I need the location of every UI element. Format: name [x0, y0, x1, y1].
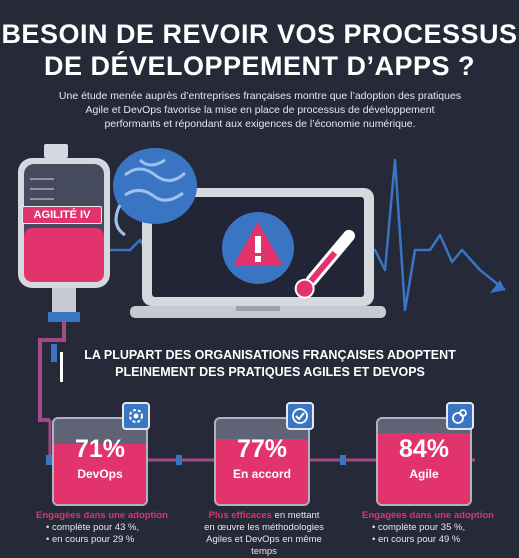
stat-label: En accord	[232, 467, 292, 481]
agile-icon	[446, 402, 474, 430]
stat-fill	[378, 432, 470, 504]
note-line: • en cours pour 49 %	[372, 534, 461, 545]
stat-percent: 77%	[236, 435, 288, 463]
intro-text: Une étude menée auprès d’entreprises fra…	[40, 89, 480, 131]
stat-label: DevOps	[77, 467, 123, 481]
check-icon	[286, 402, 314, 430]
heading-line-2: PLEINEMENT DES PRATIQUES AGILES ET DEVOP…	[115, 365, 425, 379]
note-highlight: Plus efficaces	[208, 510, 272, 521]
iv-label: AGILITÉ IV	[22, 206, 102, 224]
brain-icon	[113, 148, 197, 237]
intro-line-2: Agile et DevOps favorise la mise en plac…	[85, 104, 435, 116]
heading-bar	[60, 352, 63, 382]
page-title: BESOIN DE REVOIR VOS PROCESSUS DE DÉVELO…	[0, 18, 519, 82]
title-line-1: BESOIN DE REVOIR VOS PROCESSUS	[1, 19, 518, 49]
note-line: en œuvre les méthodologies	[204, 522, 324, 533]
note-agreement: Plus efficaces en mettant en œuvre les m…	[194, 510, 334, 558]
note-line: • complète pour 35 %,	[372, 522, 466, 533]
thermometer-icon	[294, 229, 355, 299]
note-line: Agiles et DevOps en même temps	[206, 534, 322, 557]
note-devops: Engagées dans une adoption • complète po…	[36, 510, 196, 546]
stat-fill	[216, 438, 308, 504]
note-rest: en mettant	[271, 510, 320, 521]
stat-percent: 71%	[74, 435, 126, 463]
note-agile: Engagées dans une adoption • complète po…	[362, 510, 512, 546]
note-highlight: Engagées dans une adoption	[362, 510, 494, 521]
intro-line-1: Une étude menée auprès d’entreprises fra…	[58, 90, 462, 102]
stat-percent: 84%	[398, 435, 450, 463]
section-heading: LA PLUPART DES ORGANISATIONS FRANÇAISES …	[80, 347, 460, 381]
warning-icon	[222, 212, 294, 284]
note-highlight: Engagées dans une adoption	[36, 510, 168, 521]
stat-card-agile: 84% Agile	[376, 417, 472, 506]
stat-card-devops: 71% DevOps	[52, 417, 148, 506]
gear-icon	[122, 402, 150, 430]
note-first-line: Plus efficaces en mettant	[194, 510, 334, 522]
note-line: • complète pour 43 %,	[46, 522, 140, 533]
arrow-head-icon	[490, 280, 505, 293]
stat-card-agreement: 77% En accord	[214, 417, 310, 506]
intro-line-3: performants et répondant aux exigences d…	[104, 118, 416, 130]
heading-line-1: LA PLUPART DES ORGANISATIONS FRANÇAISES …	[84, 348, 456, 362]
stat-label: Agile	[409, 467, 439, 481]
title-line-2: DE DÉVELOPPEMENT D’APPS ?	[43, 51, 476, 81]
stat-fill	[54, 443, 146, 504]
note-line: • en cours pour 29 %	[46, 534, 135, 545]
